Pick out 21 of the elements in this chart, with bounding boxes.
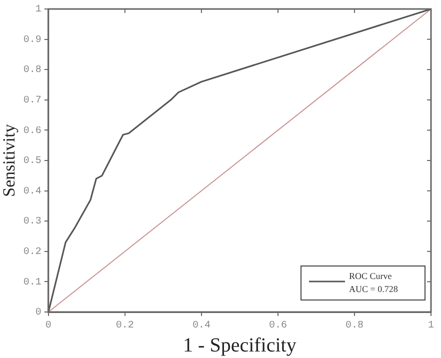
y-tick-label: 0.7 (23, 96, 42, 107)
y-tick-label: 0.2 (23, 247, 42, 258)
x-tick-label: 1 (428, 320, 434, 332)
y-tick-label: 0.3 (23, 216, 42, 228)
y-tick-label: 0.8 (23, 65, 42, 76)
y-tick-label: 0.9 (23, 34, 42, 46)
y-axis-title: Sensitivity (0, 124, 19, 197)
x-tick-label: 0.2 (116, 320, 134, 332)
x-tick-label: 0.8 (345, 320, 364, 332)
y-tick-label: 0.1 (23, 277, 42, 288)
legend-label: ROC Curve (349, 270, 392, 281)
y-tick-label: 0 (35, 308, 42, 319)
x-tick-label: 0 (45, 320, 52, 332)
y-tick-label: 0.4 (23, 186, 42, 198)
x-tick-label: 0.6 (268, 320, 287, 332)
y-tick-label: 0.6 (23, 126, 42, 137)
y-tick-label: 1 (35, 4, 42, 16)
annotation: AUC = 0.728 (349, 284, 398, 294)
x-tick-label: 0.4 (192, 320, 210, 332)
y-tick-label: 0.5 (23, 156, 42, 168)
x-axis-title: 1 - Specificity (183, 334, 296, 356)
